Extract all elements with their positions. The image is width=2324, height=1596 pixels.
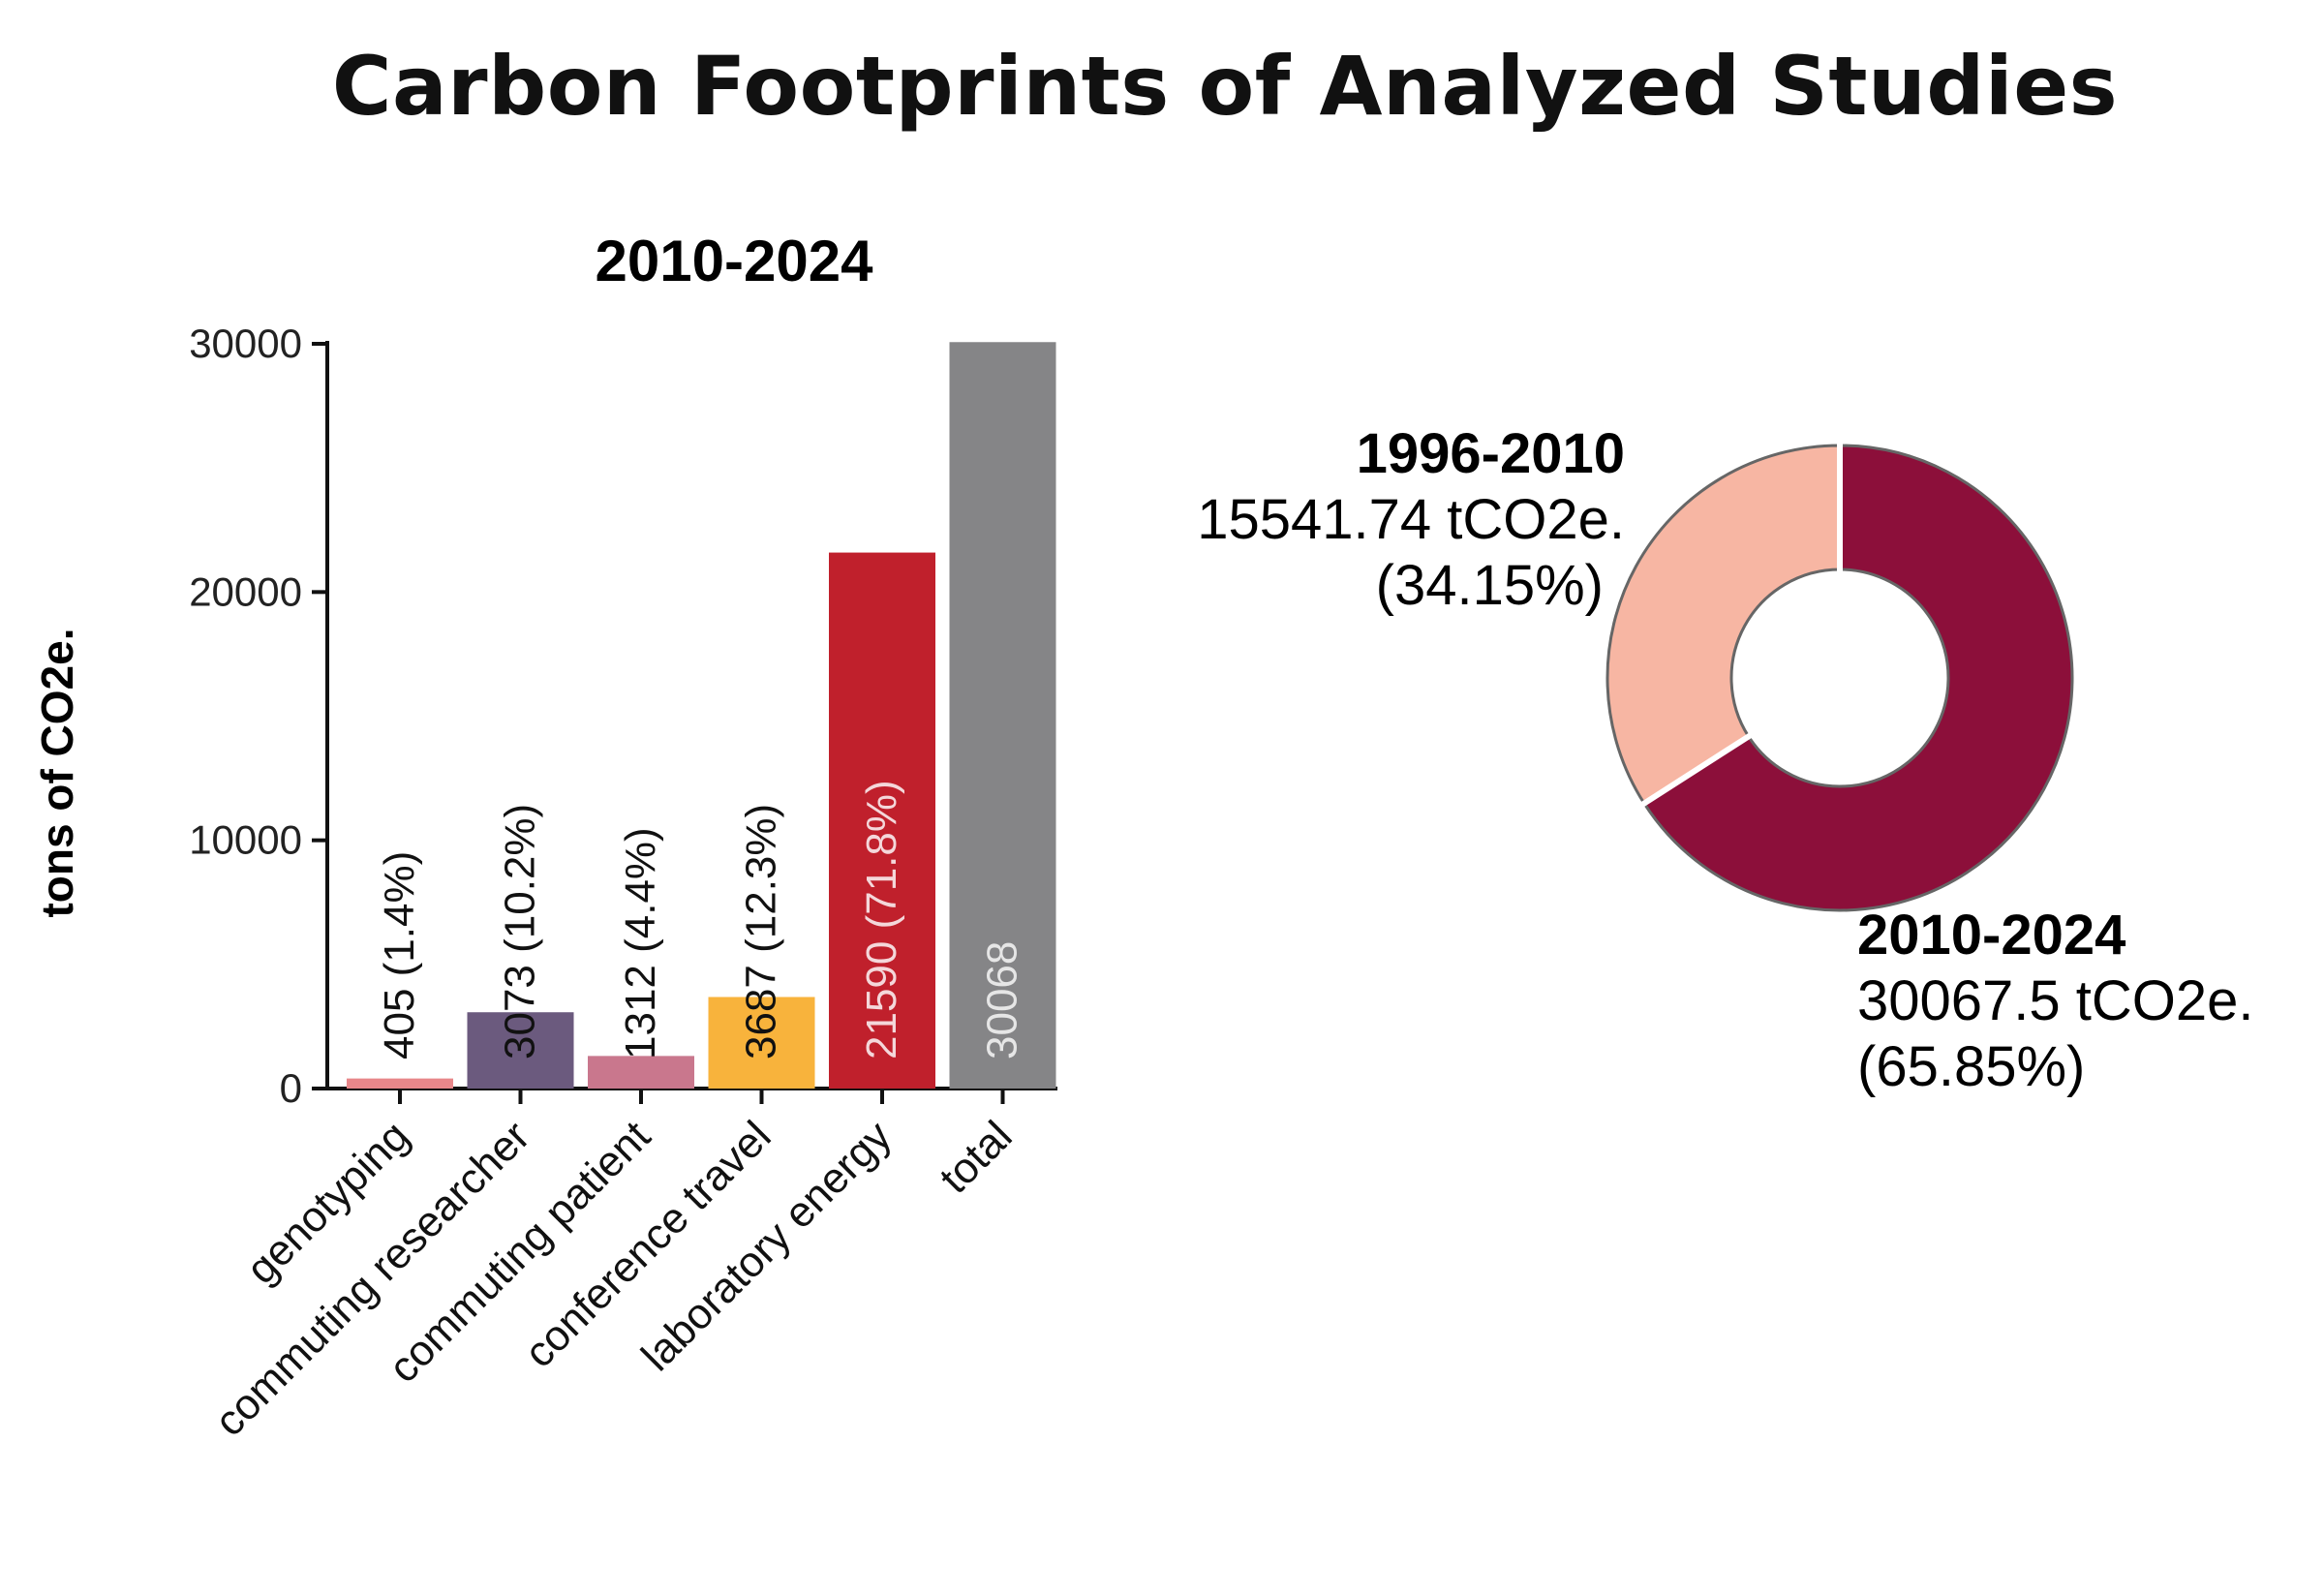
bar: [949, 342, 1056, 1089]
donut-label-2010-2024: 2010-2024: [1857, 904, 2125, 967]
y-axis-label: tons of CO2e.: [32, 628, 82, 917]
donut-value-1996-2010: 15541.74 tCO2e.: [1197, 488, 1625, 551]
bar-data-label: 21590 (71.8%): [858, 780, 905, 1059]
donut-value-2010-2024: 30067.5 tCO2e.: [1857, 969, 2254, 1032]
bar-data-label: 3687 (12.3%): [738, 804, 785, 1059]
bar-data-label: 405 (1.4%): [376, 851, 423, 1059]
bar-chart-title: 2010-2024: [596, 229, 874, 293]
bar: [708, 997, 815, 1089]
bar-data-label: 1312 (4.4%): [617, 827, 664, 1059]
bar-chart: 2010-2024 tons of CO2e. 0 10000 20000 30000…: [32, 229, 1057, 1446]
donut-percent-2010-2024: (65.85%): [1857, 1035, 2085, 1098]
donut-slice-1996-2010: [1605, 444, 1842, 806]
bar: [467, 1012, 574, 1089]
y-tick-label: 0: [280, 1065, 302, 1111]
y-tick-label: 20000: [189, 568, 302, 614]
donut-chart: 1996-2010 15541.74 tCO2e. (34.15%) 2010-…: [1197, 422, 2254, 1098]
page-title: Carbon Footprints of Analyzed Studies: [331, 39, 2119, 134]
bar: [829, 552, 935, 1089]
donut-separator: [1640, 732, 1753, 808]
donut-label-1996-2010: 1996-2010: [1357, 422, 1625, 485]
bar-data-label: 3073 (10.2%): [497, 804, 544, 1059]
y-tick-label: 30000: [189, 321, 302, 366]
donut-percent-1996-2010: (34.15%): [1376, 554, 1604, 617]
donut-slice-2010-2024: [1641, 444, 2074, 912]
bar-data-label: 30068: [979, 941, 1026, 1059]
bar: [588, 1056, 694, 1089]
bar: [347, 1078, 453, 1089]
y-tick-label: 10000: [189, 817, 302, 863]
x-tick-label: total: [931, 1112, 1021, 1202]
